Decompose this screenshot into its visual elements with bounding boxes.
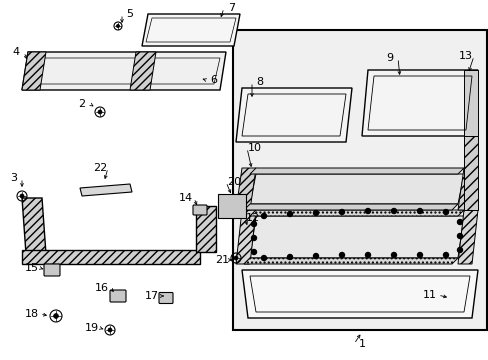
Polygon shape [249, 210, 463, 216]
Circle shape [457, 220, 462, 225]
Polygon shape [463, 70, 477, 136]
Text: 22: 22 [93, 163, 107, 173]
Text: 6: 6 [210, 75, 217, 85]
Circle shape [365, 252, 370, 257]
Circle shape [417, 208, 422, 213]
Polygon shape [244, 204, 457, 210]
Text: 3: 3 [10, 173, 18, 183]
Circle shape [391, 208, 396, 213]
Polygon shape [249, 168, 463, 174]
Text: 14: 14 [179, 193, 193, 203]
Polygon shape [22, 198, 46, 254]
FancyBboxPatch shape [193, 205, 206, 215]
Circle shape [287, 211, 292, 216]
Polygon shape [22, 250, 200, 264]
Circle shape [234, 256, 238, 260]
FancyBboxPatch shape [44, 264, 60, 276]
Text: 17: 17 [144, 291, 159, 301]
Polygon shape [130, 52, 156, 90]
Circle shape [339, 210, 344, 215]
Text: 7: 7 [228, 3, 235, 13]
Text: 1: 1 [358, 339, 365, 349]
Polygon shape [22, 52, 46, 90]
Polygon shape [361, 70, 477, 136]
Circle shape [313, 253, 318, 258]
Text: 20: 20 [226, 177, 241, 187]
Circle shape [251, 235, 256, 240]
Polygon shape [232, 30, 486, 330]
Polygon shape [218, 194, 245, 218]
Polygon shape [236, 210, 256, 264]
FancyBboxPatch shape [110, 290, 126, 302]
Polygon shape [236, 168, 256, 210]
Circle shape [261, 213, 266, 219]
Polygon shape [463, 136, 477, 210]
Circle shape [116, 24, 120, 28]
Text: 4: 4 [12, 47, 20, 57]
Text: 10: 10 [247, 143, 262, 153]
Polygon shape [196, 206, 216, 252]
Text: 5: 5 [126, 9, 133, 19]
FancyBboxPatch shape [159, 292, 173, 303]
Polygon shape [142, 14, 240, 46]
Polygon shape [457, 168, 477, 210]
Circle shape [339, 252, 344, 257]
Circle shape [365, 208, 370, 213]
Circle shape [417, 252, 422, 257]
Circle shape [443, 252, 447, 257]
Text: 8: 8 [256, 77, 263, 87]
Circle shape [20, 194, 24, 198]
Text: 21: 21 [215, 255, 228, 265]
Circle shape [287, 255, 292, 260]
Polygon shape [22, 52, 225, 90]
Circle shape [108, 328, 112, 332]
Text: 19: 19 [85, 323, 99, 333]
Text: 12: 12 [245, 213, 260, 223]
Circle shape [443, 210, 447, 215]
Text: 2: 2 [78, 99, 85, 109]
Circle shape [54, 314, 58, 318]
Polygon shape [249, 174, 463, 204]
Text: 15: 15 [25, 263, 39, 273]
Circle shape [313, 211, 318, 216]
Text: 11: 11 [422, 290, 436, 300]
Circle shape [251, 221, 256, 226]
Text: 9: 9 [386, 53, 393, 63]
Text: 18: 18 [25, 309, 39, 319]
Text: 16: 16 [95, 283, 109, 293]
Text: 13: 13 [458, 51, 472, 61]
Circle shape [251, 249, 256, 255]
Polygon shape [236, 88, 351, 142]
Polygon shape [457, 210, 477, 264]
Circle shape [98, 110, 102, 114]
Polygon shape [249, 216, 463, 258]
Circle shape [457, 234, 462, 238]
Polygon shape [242, 270, 477, 318]
Circle shape [261, 256, 266, 261]
Circle shape [391, 252, 396, 257]
Polygon shape [244, 258, 457, 264]
Circle shape [457, 248, 462, 252]
Polygon shape [80, 184, 132, 196]
